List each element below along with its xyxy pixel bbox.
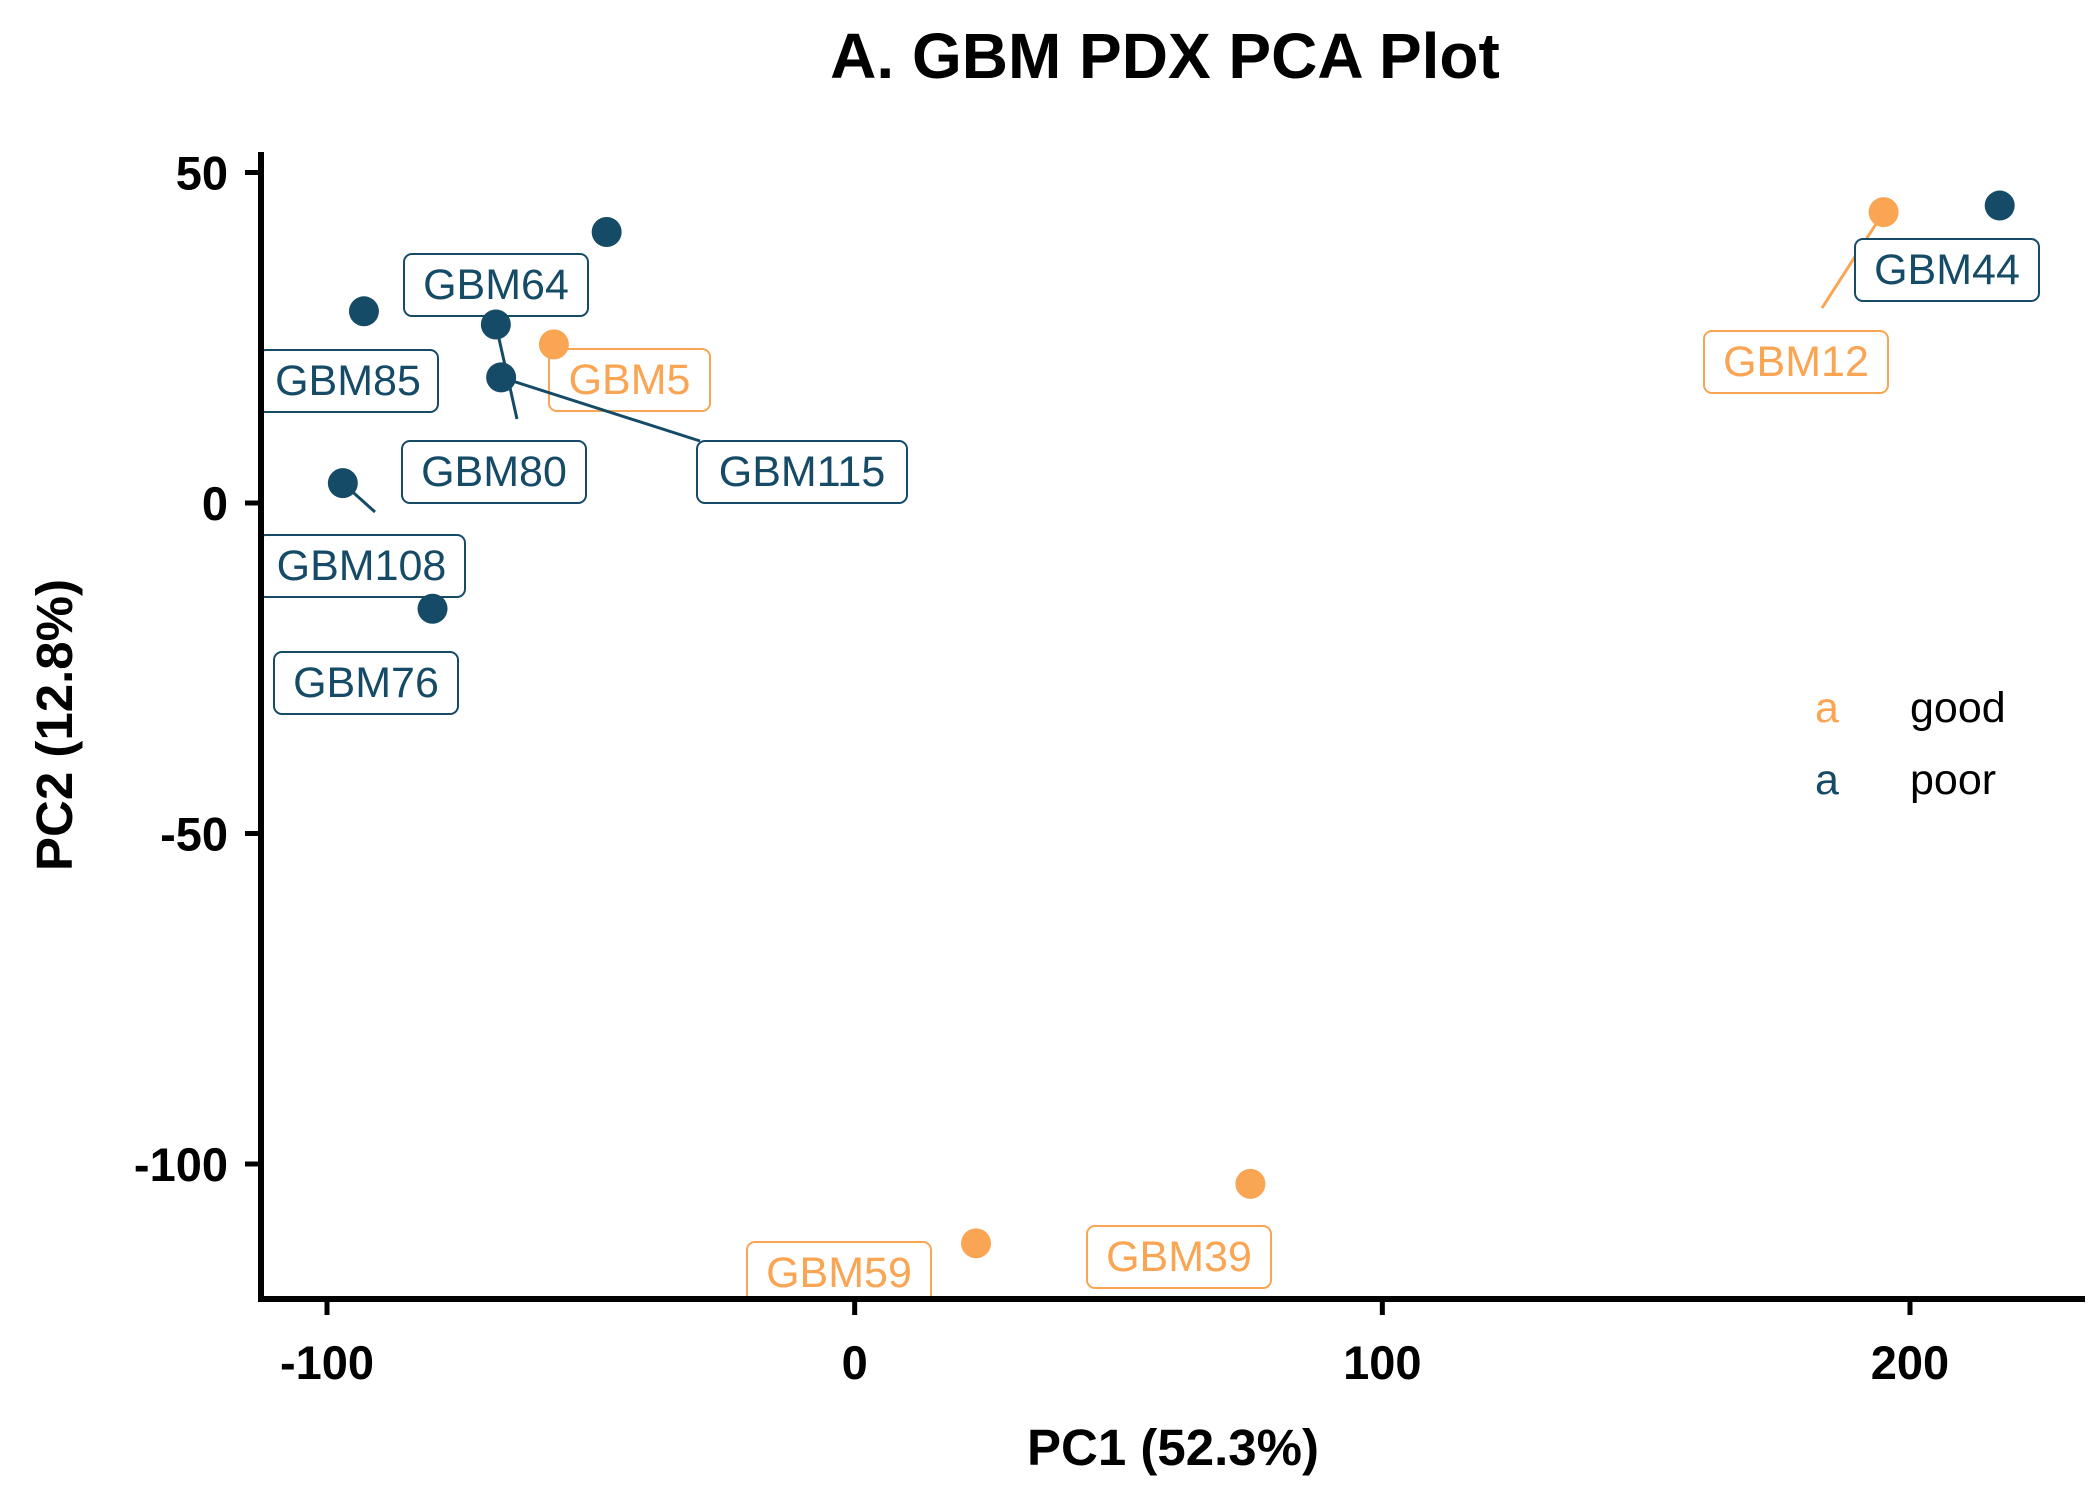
label-leader-line [500, 375, 701, 443]
data-point-poor [486, 362, 517, 393]
point-label-box [273, 651, 459, 715]
data-point-poor [1984, 190, 2015, 221]
point-label-box [746, 1241, 932, 1296]
data-point-poor [480, 309, 511, 340]
data-point-poor [327, 468, 358, 499]
point-label: GBM108 [277, 542, 447, 590]
point-label: GBM5 [569, 356, 691, 404]
legend-key-poor: a [1815, 756, 1839, 804]
data-point-good [961, 1228, 992, 1259]
axes: -100 0 100 200 50 0 -50 -100 [134, 147, 2085, 1389]
point-labels-layer: GBM5 GBM59 GBM39 GBM12 GBM85 GBM108 GBM76 GBM64… [258, 211, 2040, 1297]
y-tick-label: -50 [160, 808, 228, 861]
data-point-poor [591, 216, 622, 247]
point-label: GBM59 [766, 1249, 912, 1297]
data-point-good [1235, 1168, 1266, 1199]
point-label: GBM44 [1874, 246, 2020, 294]
plot-area: GBM5 GBM59 GBM39 GBM12 GBM85 GBM108 GBM76 GBM64… [258, 190, 2040, 1297]
point-label-box [1854, 238, 2040, 302]
x-tick-label: 0 [842, 1336, 868, 1389]
chart-title: A. GBM PDX PCA Plot [830, 20, 1500, 92]
point-label: GBM85 [275, 357, 421, 405]
data-point-poor [417, 593, 448, 624]
data-point-good [538, 329, 569, 360]
point-label-box [696, 440, 908, 504]
point-label: GBM80 [421, 448, 567, 496]
point-label-box [401, 440, 587, 504]
legend: a good a poor [1815, 684, 2006, 804]
data-point-good [1868, 197, 1899, 228]
y-tick-label: 0 [202, 477, 228, 530]
data-point-poor [348, 296, 379, 327]
x-tick-label: 100 [1343, 1336, 1421, 1389]
y-axis-ticks: 50 0 -50 -100 [134, 147, 261, 1191]
point-label-box [1703, 330, 1889, 394]
point-label: GBM39 [1106, 1233, 1252, 1281]
point-label-box [258, 534, 466, 598]
x-tick-label: -100 [280, 1336, 374, 1389]
point-label-box [1086, 1225, 1272, 1289]
point-label-box [548, 348, 711, 412]
x-axis-title: PC1 (52.3%) [1027, 1419, 1319, 1476]
point-label: GBM76 [293, 659, 439, 707]
y-tick-label: -100 [134, 1138, 228, 1191]
point-label: GBM12 [1723, 338, 1869, 386]
legend-label-good: good [1910, 684, 2006, 732]
legend-label-poor: poor [1910, 756, 1996, 804]
y-tick-label: 50 [176, 147, 228, 200]
point-label-box [258, 349, 439, 413]
x-axis-ticks: -100 0 100 200 [280, 1299, 1949, 1389]
x-tick-label: 200 [1871, 1336, 1949, 1389]
y-axis-title: PC2 (12.8%) [26, 579, 83, 871]
points-layer [327, 190, 2015, 1259]
legend-key-good: a [1815, 684, 1839, 732]
point-label: GBM64 [423, 261, 569, 309]
point-label: GBM115 [719, 448, 886, 496]
label-leader-line [1820, 211, 1885, 309]
